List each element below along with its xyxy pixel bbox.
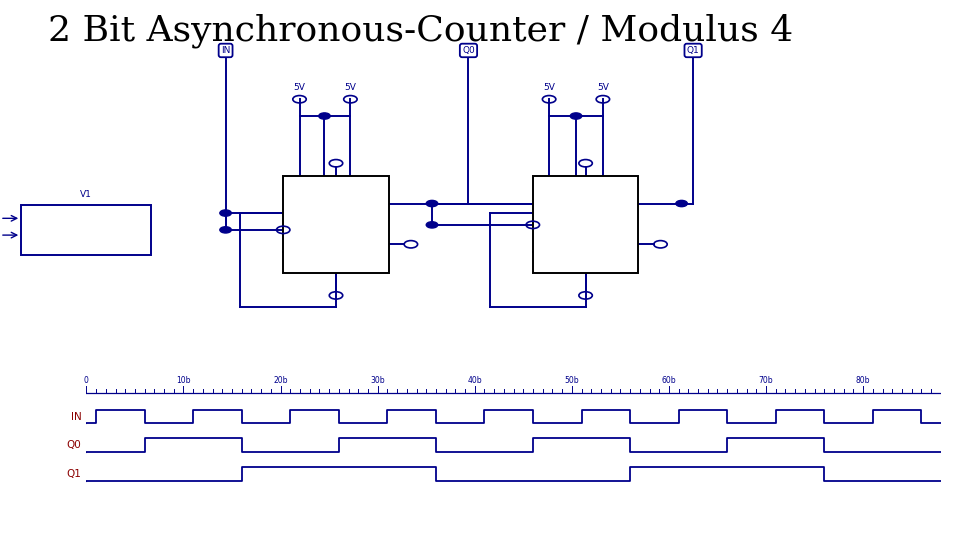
Text: S: S xyxy=(583,179,588,188)
Text: 20b: 20b xyxy=(274,376,288,385)
FancyBboxPatch shape xyxy=(283,177,389,273)
Text: 80b: 80b xyxy=(856,376,871,385)
Text: V1: V1 xyxy=(80,190,92,199)
Text: Q: Q xyxy=(370,199,375,208)
Text: Q0: Q0 xyxy=(67,440,82,450)
Text: R: R xyxy=(583,262,588,272)
Text: 50b: 50b xyxy=(564,376,579,385)
Text: 30b: 30b xyxy=(371,376,385,385)
Text: CP1: CP1 xyxy=(29,215,42,221)
Circle shape xyxy=(676,200,687,207)
Circle shape xyxy=(426,222,438,228)
Text: J: J xyxy=(548,199,550,208)
FancyBboxPatch shape xyxy=(21,205,151,255)
Text: Q0: Q0 xyxy=(462,46,475,55)
Text: CP: CP xyxy=(544,222,554,228)
Text: 5V: 5V xyxy=(597,83,609,92)
Circle shape xyxy=(426,200,438,207)
Text: 5V: 5V xyxy=(345,83,356,92)
Circle shape xyxy=(570,113,582,119)
FancyBboxPatch shape xyxy=(533,177,638,273)
Text: Q2: Q2 xyxy=(74,232,84,238)
Text: Q1: Q1 xyxy=(74,215,84,221)
Text: CP: CP xyxy=(295,222,304,228)
Text: 60b: 60b xyxy=(661,376,676,385)
Text: CP2: CP2 xyxy=(29,232,42,238)
Text: IN: IN xyxy=(221,46,230,55)
Text: J: J xyxy=(299,199,300,208)
Text: K: K xyxy=(297,240,302,249)
Text: 5V: 5V xyxy=(543,83,555,92)
Text: Q1: Q1 xyxy=(686,46,700,55)
Text: Q: Q xyxy=(619,240,625,249)
Text: 70b: 70b xyxy=(758,376,774,385)
Text: 5V: 5V xyxy=(294,83,305,92)
Text: 40b: 40b xyxy=(468,376,482,385)
Circle shape xyxy=(220,210,231,216)
Text: S: S xyxy=(333,179,339,188)
Text: 0: 0 xyxy=(84,376,89,385)
Text: R: R xyxy=(333,262,339,272)
Text: Q: Q xyxy=(370,240,375,249)
Text: Q: Q xyxy=(619,199,625,208)
Circle shape xyxy=(319,113,330,119)
Text: 10b: 10b xyxy=(177,376,191,385)
Circle shape xyxy=(220,227,231,233)
Text: Q1: Q1 xyxy=(66,469,82,479)
Text: IN: IN xyxy=(71,411,82,422)
Text: K: K xyxy=(546,240,552,249)
Text: 2 Bit Asynchronous-Counter / Modulus 4: 2 Bit Asynchronous-Counter / Modulus 4 xyxy=(48,14,793,48)
